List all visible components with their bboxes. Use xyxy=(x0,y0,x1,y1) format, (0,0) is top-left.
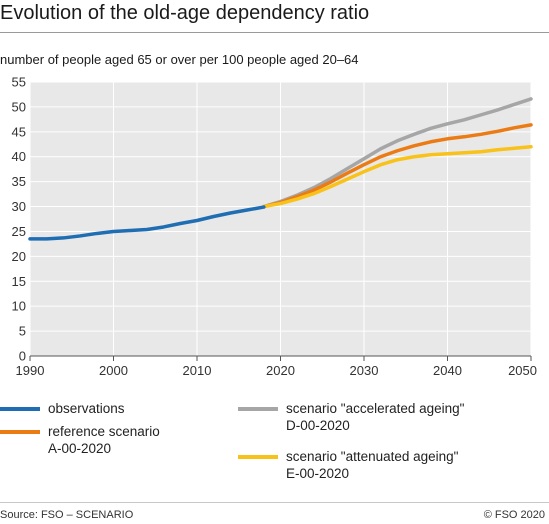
legend-label-reference-scenario: reference scenario A-00-2020 xyxy=(48,424,160,456)
y-tick-label: 0 xyxy=(19,349,26,364)
y-tick-label: 35 xyxy=(12,174,26,189)
title-divider xyxy=(0,32,549,33)
series-line-reference-scenario xyxy=(262,123,533,209)
copyright-note: © FSO 2020 xyxy=(483,509,545,521)
legend-item-reference-scenario: reference scenario A-00-2020 xyxy=(0,423,160,457)
x-tick-label: 2030 xyxy=(350,363,379,378)
x-tick-label: 2050 xyxy=(508,363,537,378)
legend-item-attenuated-ageing: scenario "attenuated ageing" E-00-2020 xyxy=(238,448,458,482)
y-tick-label: 10 xyxy=(12,299,26,314)
x-tick-label: 2010 xyxy=(183,363,212,378)
legend-swatch-attenuated-ageing xyxy=(238,455,278,459)
legend-swatch-reference-scenario xyxy=(0,430,40,434)
y-tick-label: 20 xyxy=(12,249,26,264)
series-line-attenuated-ageing xyxy=(262,145,533,209)
y-tick-label: 40 xyxy=(12,149,26,164)
y-tick-label: 5 xyxy=(19,324,26,339)
y-tick-label: 50 xyxy=(12,99,26,114)
x-tick-label: 1990 xyxy=(16,363,45,378)
legend-item-accelerated-ageing: scenario "accelerated ageing" D-00-2020 xyxy=(238,400,464,434)
chart-title: Evolution of the old-age dependency rati… xyxy=(0,2,370,24)
y-tick-label: 45 xyxy=(12,124,26,139)
footer-divider xyxy=(0,502,549,503)
series-line-observations xyxy=(28,205,266,241)
y-tick-label: 30 xyxy=(12,199,26,214)
y-tick-label: 55 xyxy=(12,75,26,90)
legend-label-accelerated-ageing: scenario "accelerated ageing" D-00-2020 xyxy=(286,401,465,433)
legend-swatch-observations xyxy=(0,407,40,411)
series-line-accelerated-ageing xyxy=(262,97,533,209)
axes: 0 5 10 15 20 25 30 35 40 45 50 55 1990 2000 2010 2020 20… xyxy=(12,75,537,379)
line-chart: 0 5 10 15 20 25 30 35 40 45 50 55 1990 2000 2010 2020 20… xyxy=(12,75,537,379)
legend-item-observations: observations xyxy=(0,400,125,417)
legend-label-observations: observations xyxy=(48,401,125,416)
y-tick-label: 25 xyxy=(12,224,26,239)
y-tick-label: 15 xyxy=(12,274,26,289)
legend: observations scenario "accelerated agein… xyxy=(0,396,549,488)
x-tick-label: 2000 xyxy=(99,363,128,378)
source-note: Source: FSO – SCENARIO xyxy=(0,509,134,521)
series-lines xyxy=(28,97,533,241)
legend-swatch-accelerated-ageing xyxy=(238,407,278,411)
x-tick-label: 2020 xyxy=(266,363,295,378)
legend-label-attenuated-ageing: scenario "attenuated ageing" E-00-2020 xyxy=(286,449,459,481)
x-tick-label: 2040 xyxy=(433,363,462,378)
chart-subtitle: number of people aged 65 or over per 100… xyxy=(0,52,359,67)
